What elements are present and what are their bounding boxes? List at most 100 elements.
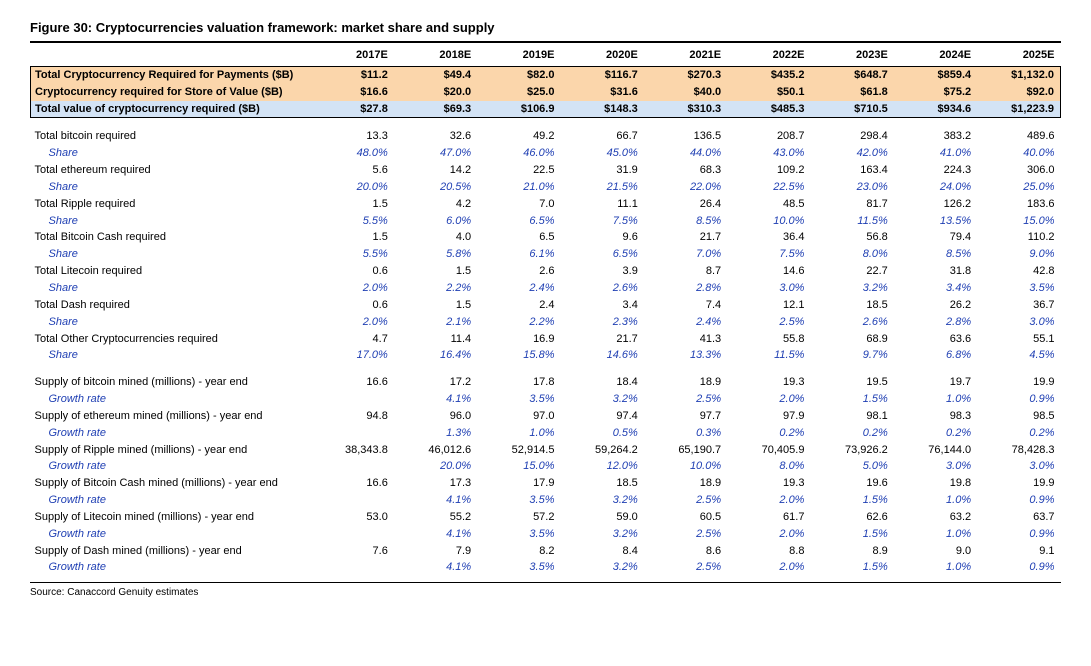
row-label: Total Litecoin required: [31, 263, 311, 280]
cell: [311, 425, 394, 442]
row-label: Total Cryptocurrency Required for Paymen…: [31, 66, 311, 83]
cell: 17.9: [477, 475, 560, 492]
row-label: Supply of Bitcoin Cash mined (millions) …: [31, 475, 311, 492]
cell: 4.7: [311, 331, 394, 348]
cell: 110.2: [977, 229, 1060, 246]
cell: 7.4: [644, 297, 727, 314]
cell: 4.1%: [394, 559, 477, 576]
cell: 2.0%: [311, 314, 394, 331]
row-label: Total Bitcoin Cash required: [31, 229, 311, 246]
row-label: Growth rate: [31, 458, 311, 475]
table-row: Share5.5%6.0%6.5%7.5%8.5%10.0%11.5%13.5%…: [31, 213, 1061, 230]
table-row: Growth rate4.1%3.5%3.2%2.5%2.0%1.5%1.0%0…: [31, 559, 1061, 576]
row-label: Share: [31, 347, 311, 364]
cell: 1.0%: [894, 526, 977, 543]
cell: 68.9: [810, 331, 893, 348]
cell: 1.5%: [810, 492, 893, 509]
year-header: 2017E: [311, 47, 394, 66]
valuation-table: 2017E 2018E 2019E 2020E 2021E 2022E 2023…: [30, 47, 1061, 576]
cell: 76,144.0: [894, 442, 977, 459]
cell: 18.4: [560, 374, 643, 391]
cell: 1.0%: [894, 559, 977, 576]
cell: $31.6: [560, 84, 643, 101]
row-label: Supply of Dash mined (millions) - year e…: [31, 543, 311, 560]
cell: 3.4: [560, 297, 643, 314]
cell: 63.2: [894, 509, 977, 526]
table-row: Total Cryptocurrency Required for Paymen…: [31, 66, 1061, 83]
cell: 4.0: [394, 229, 477, 246]
cell: 2.1%: [394, 314, 477, 331]
cell: 60.5: [644, 509, 727, 526]
cell: 7.0%: [644, 246, 727, 263]
year-header: 2025E: [977, 47, 1060, 66]
cell: 3.5%: [477, 559, 560, 576]
year-header: 2023E: [810, 47, 893, 66]
cell: 42.0%: [810, 145, 893, 162]
cell: 55.8: [727, 331, 810, 348]
cell: 36.7: [977, 297, 1060, 314]
cell: 19.3: [727, 475, 810, 492]
year-header: 2024E: [894, 47, 977, 66]
cell: 97.0: [477, 408, 560, 425]
cell: 2.0%: [727, 559, 810, 576]
cell: 3.0%: [727, 280, 810, 297]
cell: 4.1%: [394, 391, 477, 408]
table-row: Total Dash required0.61.52.43.47.412.118…: [31, 297, 1061, 314]
cell: 45.0%: [560, 145, 643, 162]
cell: $710.5: [810, 101, 893, 118]
cell: $92.0: [977, 84, 1060, 101]
rule-bottom: [30, 582, 1061, 583]
cell: 26.2: [894, 297, 977, 314]
cell: 3.9: [560, 263, 643, 280]
cell: 2.5%: [644, 492, 727, 509]
cell: 9.1: [977, 543, 1060, 560]
cell: 61.7: [727, 509, 810, 526]
cell: 98.1: [810, 408, 893, 425]
cell: 23.0%: [810, 179, 893, 196]
cell: 1.5: [394, 297, 477, 314]
cell: 12.1: [727, 297, 810, 314]
cell: 19.9: [977, 374, 1060, 391]
cell: 5.5%: [311, 213, 394, 230]
cell: 2.0%: [727, 391, 810, 408]
cell: 1.0%: [477, 425, 560, 442]
row-label: Share: [31, 280, 311, 297]
year-header: 2022E: [727, 47, 810, 66]
header-row: 2017E 2018E 2019E 2020E 2021E 2022E 2023…: [31, 47, 1061, 66]
cell: 6.5%: [477, 213, 560, 230]
cell: 3.2%: [560, 526, 643, 543]
year-header: 2020E: [560, 47, 643, 66]
cell: 8.0%: [810, 246, 893, 263]
table-row: Supply of Bitcoin Cash mined (millions) …: [31, 475, 1061, 492]
cell: 1.5: [311, 196, 394, 213]
cell: 38,343.8: [311, 442, 394, 459]
cell: 2.6%: [810, 314, 893, 331]
cell: 383.2: [894, 128, 977, 145]
cell: 8.9: [810, 543, 893, 560]
row-label: Supply of Ripple mined (millions) - year…: [31, 442, 311, 459]
cell: 0.9%: [977, 492, 1060, 509]
cell: 18.5: [810, 297, 893, 314]
cell: 2.4%: [644, 314, 727, 331]
cell: 94.8: [311, 408, 394, 425]
cell: 19.6: [810, 475, 893, 492]
cell: 59,264.2: [560, 442, 643, 459]
cell: 55.1: [977, 331, 1060, 348]
table-row: Growth rate20.0%15.0%12.0%10.0%8.0%5.0%3…: [31, 458, 1061, 475]
cell: 7.5%: [727, 246, 810, 263]
cell: 20.0%: [311, 179, 394, 196]
cell: 489.6: [977, 128, 1060, 145]
cell: 3.4%: [894, 280, 977, 297]
row-label: Growth rate: [31, 559, 311, 576]
cell: 4.2: [394, 196, 477, 213]
cell: 306.0: [977, 162, 1060, 179]
table-row: Share17.0%16.4%15.8%14.6%13.3%11.5%9.7%6…: [31, 347, 1061, 364]
cell: 2.4%: [477, 280, 560, 297]
row-label: Supply of bitcoin mined (millions) - yea…: [31, 374, 311, 391]
cell: 68.3: [644, 162, 727, 179]
cell: 22.7: [810, 263, 893, 280]
cell: 7.6: [311, 543, 394, 560]
cell: 63.7: [977, 509, 1060, 526]
cell: 5.6: [311, 162, 394, 179]
year-header: 2019E: [477, 47, 560, 66]
